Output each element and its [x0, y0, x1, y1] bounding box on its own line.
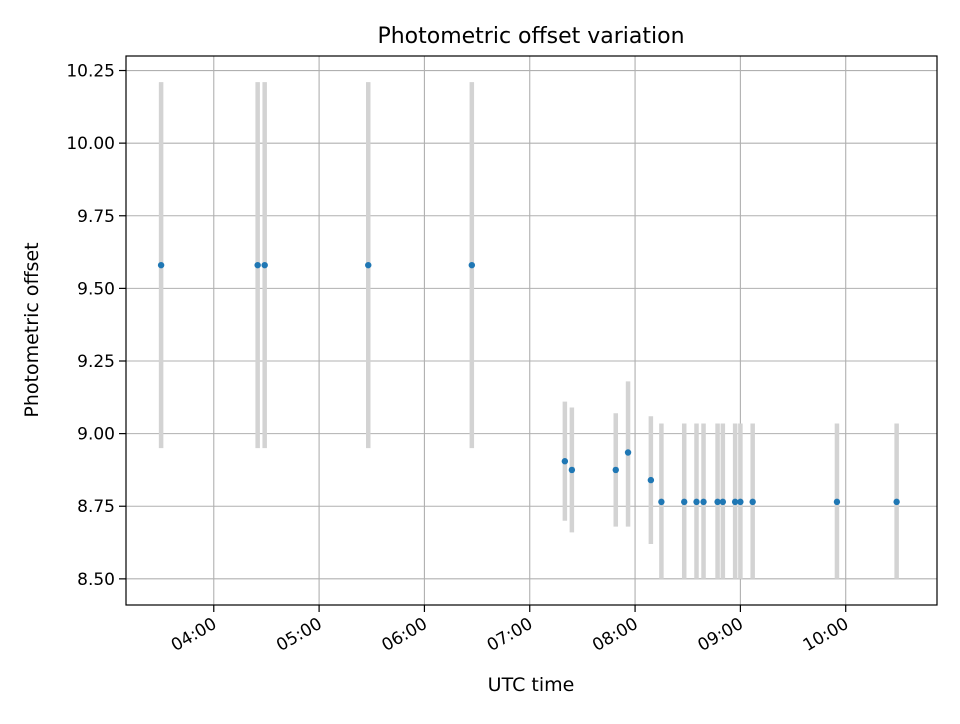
- chart-title: Photometric offset variation: [377, 24, 684, 49]
- data-point: [719, 498, 727, 506]
- data-point: [647, 476, 655, 484]
- grid: [126, 56, 937, 605]
- data-point: [157, 261, 165, 269]
- data-point: [700, 498, 707, 506]
- data-point: [737, 498, 744, 506]
- y-tick-label: 8.50: [77, 570, 115, 590]
- data-point: [624, 449, 632, 456]
- data-point: [731, 498, 739, 506]
- y-tick-label: 10.00: [66, 134, 115, 154]
- data-point: [714, 498, 721, 506]
- data-point: [365, 261, 372, 269]
- y-tick-label: 10.25: [66, 62, 115, 82]
- data-point: [254, 261, 261, 269]
- y-tick-label: 9.75: [77, 207, 115, 227]
- y-tick-label: 9.25: [77, 352, 115, 372]
- data-point: [693, 498, 700, 506]
- y-axis-label: Photometric offset: [21, 242, 43, 417]
- data-point: [612, 466, 619, 474]
- y-tick-label: 8.75: [77, 497, 115, 517]
- data-point: [261, 261, 268, 269]
- plot-area: [126, 56, 937, 605]
- data-point: [893, 498, 900, 506]
- data-point: [681, 498, 688, 506]
- data-point: [468, 261, 476, 269]
- data-point: [561, 458, 569, 465]
- plot-frame: [125, 55, 938, 606]
- y-axis-ticks: 8.50 8.75 9.00 9.25 9.50 9.75 10.00 10.25: [66, 62, 126, 590]
- data-points: [157, 261, 900, 506]
- y-tick-label: 9.50: [77, 279, 115, 299]
- data-point: [568, 466, 576, 474]
- data-point: [658, 498, 665, 506]
- data-point: [833, 498, 841, 506]
- x-axis-label: UTC time: [488, 674, 575, 696]
- data-point: [749, 498, 756, 506]
- y-tick-label: 9.00: [77, 425, 115, 445]
